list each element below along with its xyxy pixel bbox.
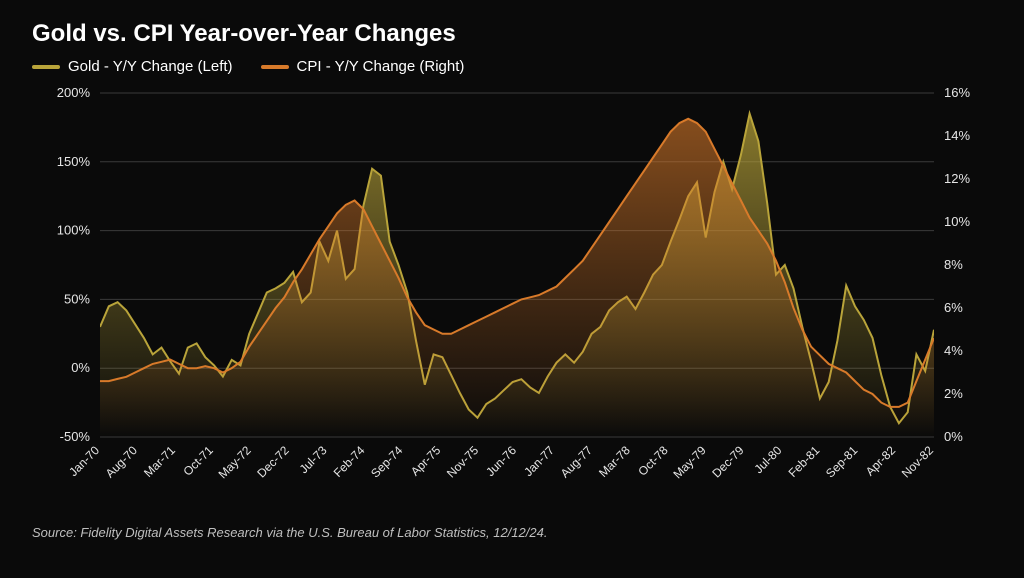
chart-svg: -50% 0% 50% 100% 150% 200% 0% 2% 4% 6% 8% 10% 12% 14%…	[32, 83, 992, 513]
svg-text:Jul-80: Jul-80	[751, 443, 784, 476]
source-note: Source: Fidelity Digital Assets Research…	[32, 525, 992, 540]
svg-text:Apr-75: Apr-75	[408, 443, 444, 479]
svg-text:4%: 4%	[944, 343, 963, 358]
svg-text:Jan-77: Jan-77	[521, 443, 557, 479]
svg-text:Mar-71: Mar-71	[141, 443, 178, 480]
svg-text:Nov-82: Nov-82	[899, 443, 936, 480]
svg-text:Dec-79: Dec-79	[709, 443, 746, 480]
svg-text:Mar-78: Mar-78	[596, 443, 633, 480]
legend: Gold - Y/Y Change (Left) CPI - Y/Y Chang…	[32, 58, 992, 75]
svg-text:Apr-82: Apr-82	[863, 443, 899, 479]
svg-text:2%: 2%	[944, 386, 963, 401]
svg-text:May-72: May-72	[216, 443, 254, 481]
svg-text:Jun-76: Jun-76	[483, 443, 519, 479]
legend-item-gold: Gold - Y/Y Change (Left)	[32, 58, 233, 75]
svg-text:Sep-81: Sep-81	[823, 443, 860, 480]
svg-text:Sep-74: Sep-74	[368, 443, 405, 480]
svg-text:Jan-70: Jan-70	[66, 443, 102, 479]
svg-text:100%: 100%	[57, 223, 91, 238]
chart-title: Gold vs. CPI Year-over-Year Changes	[32, 20, 992, 48]
svg-text:Dec-72: Dec-72	[254, 443, 291, 480]
svg-text:Jul-73: Jul-73	[297, 443, 330, 476]
svg-text:May-79: May-79	[670, 443, 708, 481]
svg-text:12%: 12%	[944, 171, 970, 186]
svg-text:Feb-74: Feb-74	[331, 443, 368, 480]
svg-text:Nov-75: Nov-75	[444, 443, 481, 480]
legend-item-cpi: CPI - Y/Y Change (Right)	[261, 58, 465, 75]
legend-label-cpi: CPI - Y/Y Change (Right)	[297, 58, 465, 75]
svg-text:-50%: -50%	[60, 429, 91, 444]
svg-text:16%: 16%	[944, 85, 970, 100]
svg-text:14%: 14%	[944, 128, 970, 143]
svg-text:Feb-81: Feb-81	[786, 443, 823, 480]
svg-text:Oct-78: Oct-78	[635, 443, 671, 479]
chart-card: Gold vs. CPI Year-over-Year Changes Gold…	[0, 0, 1024, 578]
chart-area: -50% 0% 50% 100% 150% 200% 0% 2% 4% 6% 8% 10% 12% 14%…	[32, 83, 992, 513]
legend-label-gold: Gold - Y/Y Change (Left)	[68, 58, 233, 75]
svg-text:6%: 6%	[944, 300, 963, 315]
svg-text:50%: 50%	[64, 291, 90, 306]
svg-text:0%: 0%	[944, 429, 963, 444]
svg-text:Aug-70: Aug-70	[103, 443, 140, 480]
svg-text:200%: 200%	[57, 85, 91, 100]
svg-text:10%: 10%	[944, 214, 970, 229]
legend-swatch-cpi	[261, 65, 289, 69]
svg-text:8%: 8%	[944, 257, 963, 272]
svg-text:150%: 150%	[57, 154, 91, 169]
legend-swatch-gold	[32, 65, 60, 69]
svg-text:0%: 0%	[71, 360, 90, 375]
svg-text:Aug-77: Aug-77	[558, 443, 595, 480]
svg-text:Oct-71: Oct-71	[180, 443, 216, 479]
